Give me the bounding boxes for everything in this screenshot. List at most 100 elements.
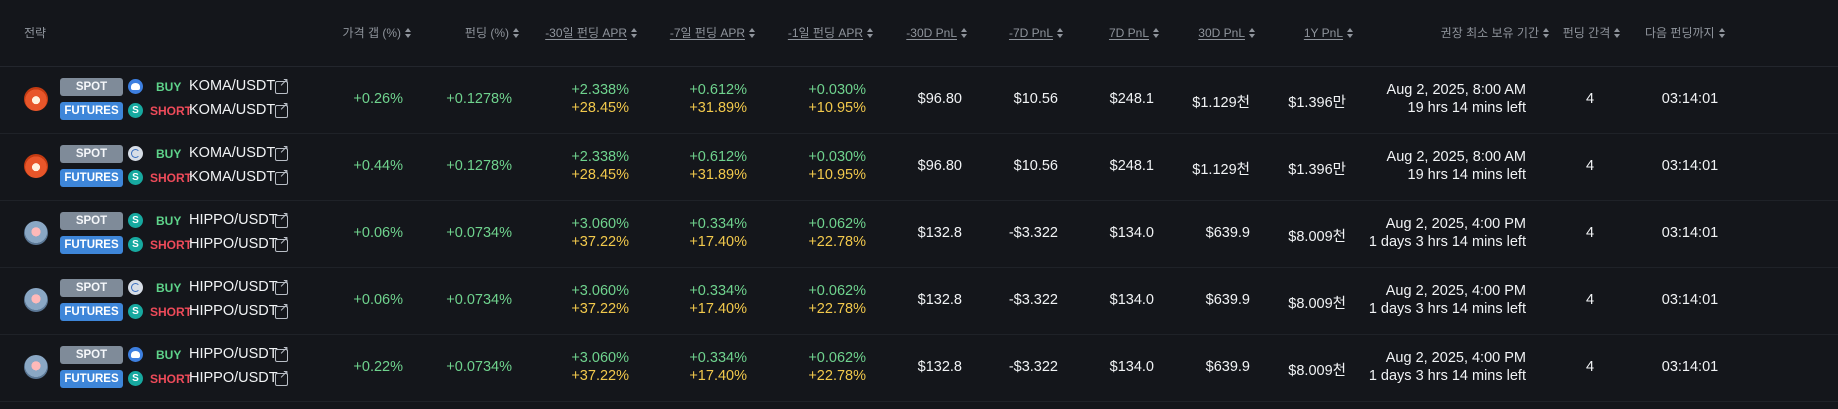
sort-icon[interactable] — [1057, 27, 1064, 38]
futures-pair: KOMA/USDT — [189, 169, 276, 185]
table-row[interactable]: SPOT BUY HIPPO/USDT FUTURES SHORT HIPPO/… — [0, 267, 1838, 335]
external-link-icon[interactable] — [275, 367, 289, 386]
table-row[interactable]: SPOT BUY HIPPO/USDT FUTURES SHORT HIPPO/… — [0, 334, 1838, 402]
spot-badge: SPOT — [60, 145, 123, 163]
apr-7d-annualized: +17.40% — [689, 234, 747, 250]
header-funding[interactable]: 펀딩 (%) — [420, 0, 520, 66]
apr-1d: +0.062% — [808, 350, 866, 366]
header-pnl-m30d-label[interactable]: -30D PnL — [906, 26, 957, 40]
header-pnl-m7d-label[interactable]: -7D PnL — [1008, 26, 1053, 40]
header-interval[interactable]: 펀딩 간격 — [1556, 0, 1628, 66]
sort-icon[interactable] — [1614, 27, 1621, 38]
pnl-m30d: $96.80 — [917, 91, 962, 107]
header-apr-30d[interactable]: -30일 펀딩 APR — [530, 0, 638, 66]
sort-icon[interactable] — [405, 27, 412, 38]
apr-1d: +0.062% — [808, 283, 866, 299]
spot-badge: SPOT — [60, 212, 123, 230]
futures-pair: HIPPO/USDT — [189, 303, 278, 319]
spot-pair: HIPPO/USDT — [189, 279, 278, 295]
min-hold-remaining: 1 days 3 hrs 14 mins left — [1368, 368, 1526, 384]
spot-pair: HIPPO/USDT — [189, 212, 278, 228]
header-funding-label[interactable]: 펀딩 (%) — [464, 26, 509, 40]
apr-30d: +3.060% — [571, 283, 629, 299]
price-gap: +0.44% — [353, 158, 403, 174]
header-pnl-7d[interactable]: 7D PnL — [1080, 0, 1160, 66]
apr-1d-annualized: +22.78% — [808, 301, 866, 317]
header-pnl-30d-label[interactable]: 30D PnL — [1198, 26, 1245, 40]
min-hold-remaining: 1 days 3 hrs 14 mins left — [1368, 301, 1526, 317]
price-gap: +0.22% — [353, 359, 403, 375]
header-pnl-7d-label[interactable]: 7D PnL — [1108, 26, 1149, 40]
header-apr-1d[interactable]: -1일 펀딩 APR — [770, 0, 874, 66]
header-strategy: 전략 — [24, 0, 46, 66]
external-link-icon[interactable] — [275, 209, 289, 228]
apr-7d: +0.612% — [689, 149, 747, 165]
external-link-icon[interactable] — [275, 233, 289, 252]
next-funding-countdown: 03:14:01 — [1661, 225, 1719, 241]
header-min-hold[interactable]: 권장 최소 보유 기간 — [1380, 0, 1550, 66]
header-next-funding-label[interactable]: 다음 펀딩까지 — [1645, 26, 1715, 40]
external-link-icon[interactable] — [275, 99, 289, 118]
header-min-hold-label[interactable]: 권장 최소 보유 기간 — [1440, 26, 1539, 40]
pnl-7d: $134.0 — [1109, 359, 1154, 375]
header-apr-7d[interactable]: -7일 펀딩 APR — [650, 0, 756, 66]
price-gap: +0.06% — [353, 292, 403, 308]
external-link-icon[interactable] — [275, 343, 289, 362]
header-pnl-1y[interactable]: 1Y PnL — [1270, 0, 1354, 66]
spot-exchange-icon — [128, 79, 143, 94]
price-gap: +0.06% — [353, 225, 403, 241]
apr-30d: +2.338% — [571, 149, 629, 165]
header-price-gap-label[interactable]: 가격 갭 (%) — [342, 26, 401, 40]
funding-interval: 4 — [1585, 359, 1595, 375]
pnl-30d: $1.129천 — [1192, 162, 1250, 178]
pnl-1y: $8.009천 — [1288, 363, 1346, 379]
funding-rate: +0.1278% — [446, 158, 512, 174]
header-apr-1d-label[interactable]: -1일 펀딩 APR — [787, 26, 863, 40]
sort-icon[interactable] — [749, 27, 756, 38]
sort-icon[interactable] — [1543, 27, 1550, 38]
sort-icon[interactable] — [631, 27, 638, 38]
header-apr-7d-label[interactable]: -7일 펀딩 APR — [669, 26, 745, 40]
coin-icon — [24, 87, 48, 111]
apr-7d-annualized: +31.89% — [689, 100, 747, 116]
external-link-icon[interactable] — [275, 75, 289, 94]
sort-icon[interactable] — [1153, 27, 1160, 38]
apr-30d-annualized: +28.45% — [571, 100, 629, 116]
coin-icon — [24, 221, 48, 245]
apr-1d: +0.062% — [808, 216, 866, 232]
external-link-icon[interactable] — [275, 166, 289, 185]
header-pnl-30d[interactable]: 30D PnL — [1170, 0, 1256, 66]
apr-1d-annualized: +10.95% — [808, 100, 866, 116]
header-interval-label[interactable]: 펀딩 간격 — [1562, 26, 1611, 40]
sort-icon[interactable] — [1249, 27, 1256, 38]
table-row[interactable]: SPOT BUY KOMA/USDT FUTURES SHORT KOMA/US… — [0, 133, 1838, 201]
header-pnl-m30d[interactable]: -30D PnL — [880, 0, 968, 66]
min-hold-date: Aug 2, 2025, 8:00 AM — [1386, 149, 1526, 165]
pnl-1y: $8.009천 — [1288, 296, 1346, 312]
pnl-7d: $134.0 — [1109, 292, 1154, 308]
sort-icon[interactable] — [1718, 27, 1726, 38]
sort-icon[interactable] — [513, 27, 520, 38]
header-next-funding[interactable]: 다음 펀딩까지 — [1645, 0, 1726, 66]
sort-icon[interactable] — [1347, 27, 1354, 38]
header-pnl-1y-label[interactable]: 1Y PnL — [1303, 26, 1343, 40]
spot-badge: SPOT — [60, 279, 123, 297]
external-link-icon[interactable] — [275, 142, 289, 161]
futures-side: SHORT — [150, 372, 192, 386]
header-apr-30d-label[interactable]: -30일 펀딩 APR — [545, 26, 627, 40]
table-row[interactable]: SPOT BUY KOMA/USDT FUTURES SHORT KOMA/US… — [0, 66, 1838, 134]
header-price-gap[interactable]: 가격 갭 (%) — [300, 0, 412, 66]
header-pnl-m7d[interactable]: -7D PnL — [980, 0, 1064, 66]
apr-30d: +3.060% — [571, 216, 629, 232]
apr-7d: +0.334% — [689, 283, 747, 299]
table-row[interactable]: SPOT BUY HIPPO/USDT FUTURES SHORT HIPPO/… — [0, 200, 1838, 268]
sort-icon[interactable] — [961, 27, 968, 38]
external-link-icon[interactable] — [275, 300, 289, 319]
futures-side: SHORT — [150, 305, 192, 319]
sort-icon[interactable] — [867, 27, 874, 38]
funding-interval: 4 — [1585, 225, 1595, 241]
pnl-7d: $134.0 — [1109, 225, 1154, 241]
external-link-icon[interactable] — [275, 276, 289, 295]
futures-badge: FUTURES — [60, 169, 123, 187]
